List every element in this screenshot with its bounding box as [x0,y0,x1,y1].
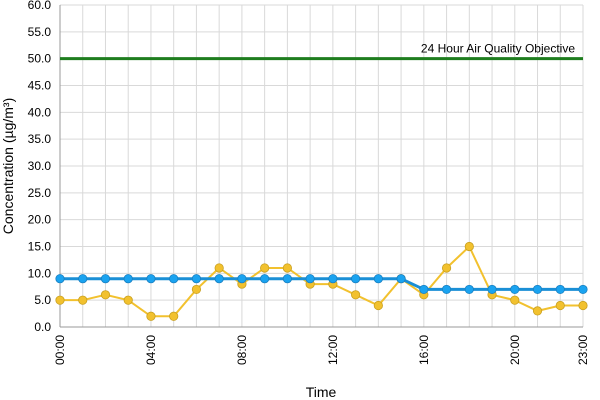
y-tick-label: 45.0 [28,79,52,93]
data-point [100,274,111,284]
y-tick-label: 0.0 [34,320,51,334]
x-tick-label: 08:00 [235,335,249,365]
data-point [555,284,565,295]
data-point [441,263,452,273]
series-0 [55,241,588,321]
x-axis-title: Time [306,384,337,400]
y-tick-label: 60.0 [28,0,52,12]
y-tick-label: 20.0 [28,213,52,227]
data-point [351,274,361,284]
data-point [191,284,202,295]
x-tick-label: 23:00 [576,335,590,365]
series-line [60,244,583,318]
data-point [146,311,156,321]
x-tick-label: 12:00 [326,335,340,365]
data-point [282,274,292,284]
y-tick-label: 55.0 [28,25,52,39]
y-tick-label: 35.0 [28,132,52,146]
data-point [373,274,383,284]
y-tick-label: 50.0 [28,52,52,66]
data-point [532,306,543,316]
series-group [55,241,588,321]
data-point [282,263,292,273]
data-point [55,274,65,284]
data-point [578,284,588,295]
y-tick-label: 10.0 [28,266,52,280]
data-point [510,295,520,305]
data-point [487,284,497,295]
y-tick-label: 5.0 [34,293,51,307]
data-point [191,274,202,284]
data-point [169,274,179,284]
x-tick-label: 20:00 [508,335,522,365]
x-axis-ticks: 00:00 04:00 08:00 12:00 16:00 20:00 23:00 [53,335,590,365]
data-point [260,274,270,284]
data-point [419,284,429,295]
data-point [146,274,156,284]
data-point [510,284,520,295]
data-point [100,290,111,300]
data-point [396,274,406,284]
gridlines [59,4,584,328]
data-point [532,284,543,295]
data-point [578,300,588,311]
data-point [464,284,474,295]
x-tick-label: 04:00 [144,335,158,365]
data-point [214,263,224,273]
data-point [123,295,133,305]
x-tick-label: 00:00 [53,335,67,365]
data-point [237,274,247,284]
data-point [123,274,133,284]
reference-line-group: 24 Hour Air Quality Objective [60,42,583,61]
y-axis-ticks: 0.0 5.0 10.0 15.0 20.0 25.0 30.0 35.0 40.0 45.0 50… [28,0,52,334]
y-tick-label: 40.0 [28,105,52,119]
y-tick-label: 30.0 [28,159,52,173]
data-point [464,241,474,252]
data-point [555,300,565,311]
data-point [78,274,88,284]
data-point [328,274,338,284]
data-point [260,263,270,273]
reference-line-label: 24 Hour Air Quality Objective [421,42,575,56]
series-1 [55,274,588,295]
data-point [305,274,315,284]
data-point [169,311,179,321]
data-point [373,300,383,311]
data-point [55,295,65,305]
data-point [214,274,224,284]
data-point [441,284,452,295]
x-tick-label: 16:00 [417,335,431,365]
y-axis-title: Concentration (µg/m³) [0,98,16,234]
y-tick-label: 25.0 [28,186,52,200]
data-point [78,295,88,305]
data-point [351,290,361,300]
y-tick-label: 15.0 [28,240,52,254]
